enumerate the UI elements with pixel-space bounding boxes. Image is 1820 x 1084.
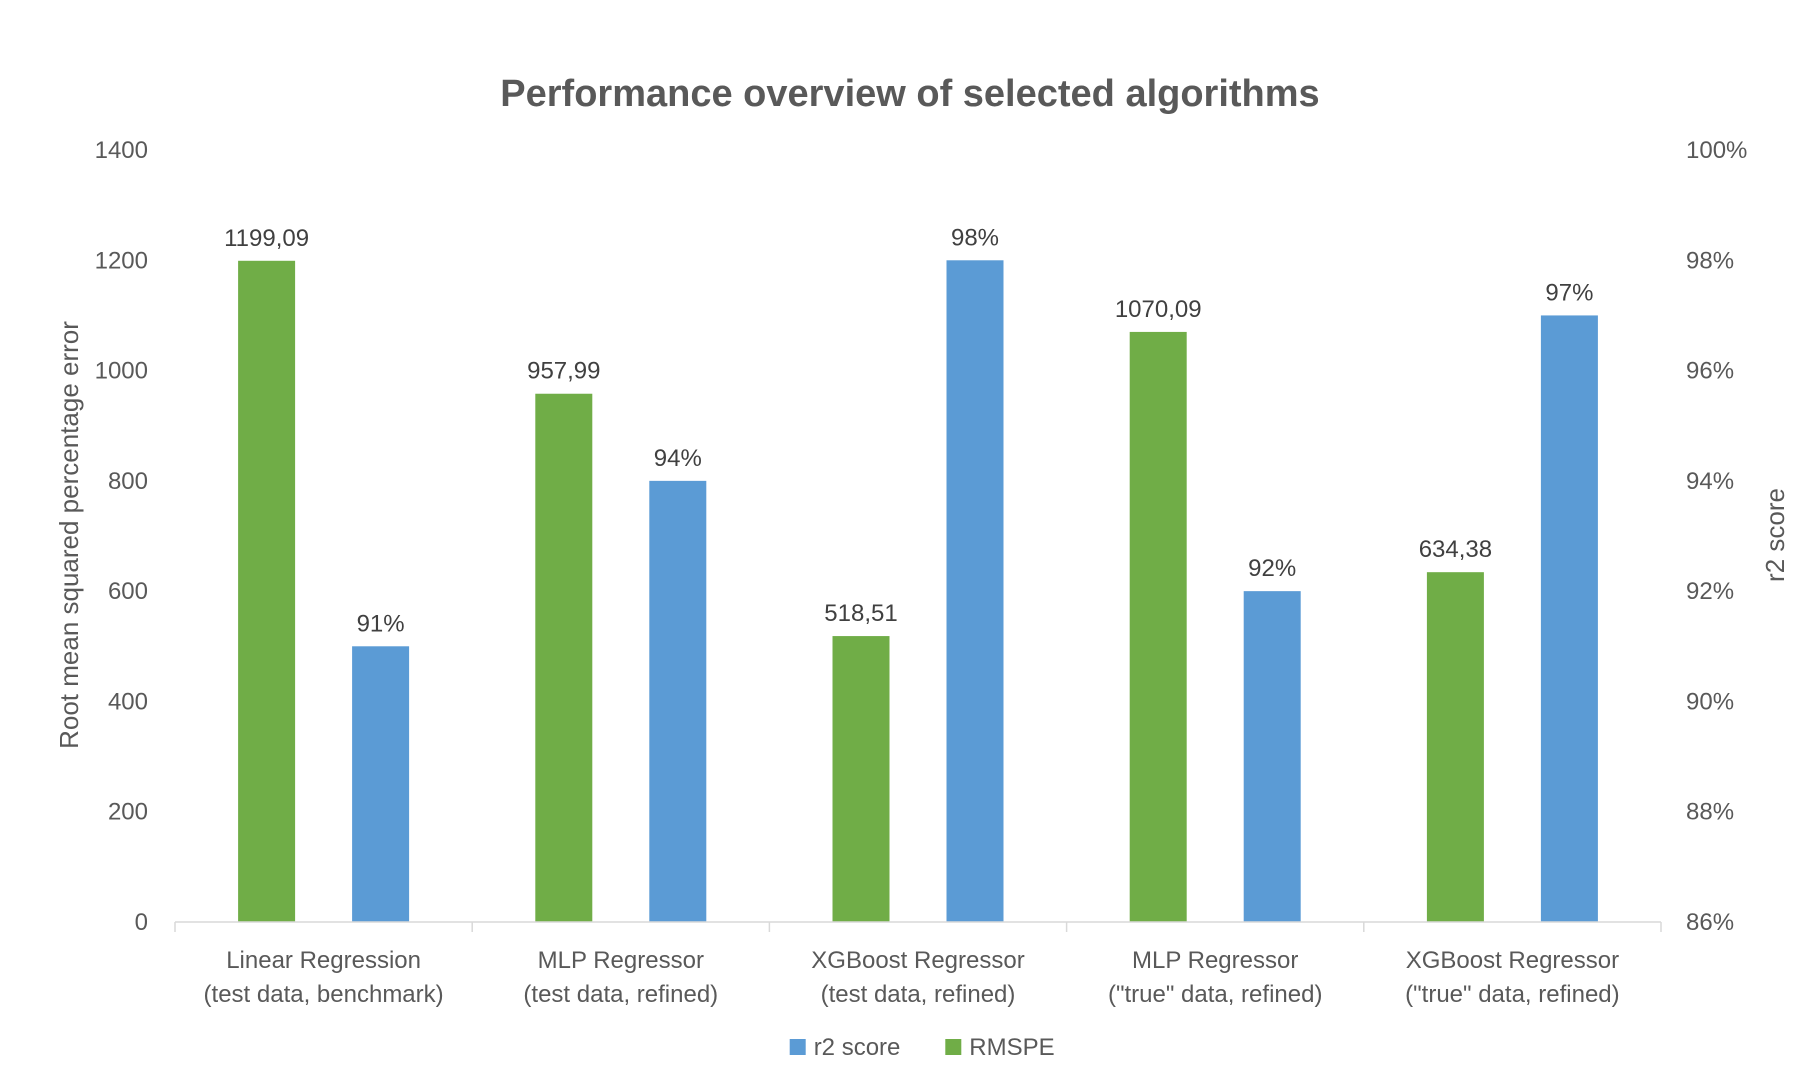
category-label: (test data, refined) [821, 981, 1016, 1008]
right-tick-label: 100% [1686, 137, 1747, 164]
legend-swatch [945, 1039, 962, 1055]
data-label: 1070,09 [1115, 296, 1202, 323]
legend-label: r2 score [814, 1034, 901, 1061]
left-tick-label: 1200 [95, 247, 148, 274]
left-tick-label: 1000 [95, 358, 148, 385]
chart-title: Performance overview of selected algorit… [500, 73, 1319, 115]
left-tick-label: 400 [108, 688, 148, 715]
data-label: 92% [1248, 555, 1296, 582]
legend: r2 score RMSPE [789, 1034, 1055, 1061]
left-tick-label: 200 [108, 799, 148, 826]
category-label: Linear Regression [226, 947, 421, 974]
right-tick-label: 92% [1686, 578, 1734, 605]
category-label: XGBoost Regressor [1406, 947, 1619, 974]
data-label: 97% [1545, 279, 1593, 306]
data-label: 98% [951, 224, 999, 251]
category-label: (test data, refined) [523, 981, 718, 1008]
category-label: MLP Regressor [1132, 947, 1298, 974]
bar-r2-score [946, 260, 1004, 922]
data-label: 957,99 [527, 358, 600, 385]
left-tick-label: 1400 [95, 137, 148, 164]
bar-rmspe [1129, 331, 1187, 922]
right-tick-label: 98% [1686, 247, 1734, 274]
right-axis-ticks: 86% 88% 90% 92% 94% 96% 98% 100% [1686, 137, 1747, 936]
category-label: MLP Regressor [538, 947, 704, 974]
right-tick-label: 86% [1686, 909, 1734, 936]
left-axis-ticks: 0 200 400 600 800 1000 1200 1400 [95, 137, 148, 936]
bar-rmspe [832, 636, 890, 922]
x-axis [174, 921, 1662, 932]
data-label: 634,38 [1419, 536, 1492, 563]
bar-r2-score [1243, 591, 1301, 922]
bar-rmspe [535, 393, 593, 922]
right-tick-label: 94% [1686, 468, 1734, 495]
bar-r2-score [649, 480, 707, 922]
category-label: ("true" data, refined) [1405, 981, 1619, 1008]
legend-label: RMSPE [969, 1034, 1054, 1061]
left-tick-label: 600 [108, 578, 148, 605]
right-tick-label: 90% [1686, 688, 1734, 715]
data-label: 91% [357, 610, 405, 637]
bar-rmspe [1426, 572, 1484, 922]
category-label: XGBoost Regressor [811, 947, 1024, 974]
bars-group: 1199,09 91% 957,99 94% 518,51 98% 1070,09 92% 63… [224, 224, 1598, 923]
legend-swatch [789, 1039, 806, 1055]
right-tick-label: 96% [1686, 358, 1734, 385]
category-label: ("true" data, refined) [1108, 981, 1322, 1008]
left-tick-label: 800 [108, 468, 148, 495]
left-tick-label: 0 [135, 909, 148, 936]
data-label: 518,51 [824, 600, 897, 627]
left-axis-title: Root mean squared percentage error [54, 321, 84, 749]
right-axis-title: r2 score [1760, 488, 1790, 582]
bar-rmspe [238, 260, 296, 923]
category-label: (test data, benchmark) [204, 981, 444, 1008]
data-label: 94% [654, 445, 702, 472]
bar-r2-score [352, 646, 410, 922]
category-labels: Linear Regression (test data, benchmark) M… [204, 947, 1620, 1008]
right-tick-label: 88% [1686, 799, 1734, 826]
bar-r2-score [1540, 315, 1598, 922]
data-label: 1199,09 [224, 225, 309, 252]
